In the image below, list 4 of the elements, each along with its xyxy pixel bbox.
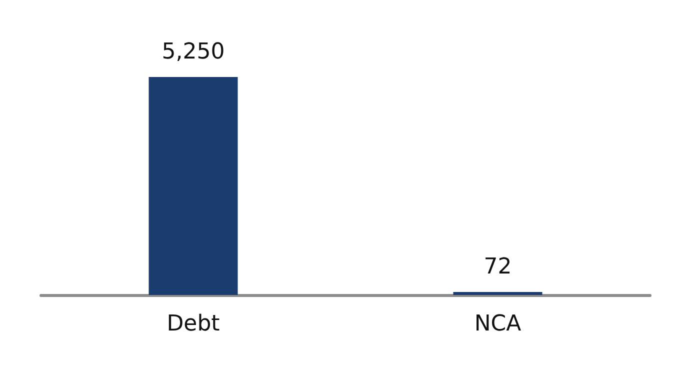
x-tick-label: Debt: [166, 312, 220, 336]
data-label: 72: [484, 254, 512, 280]
x-tick-label: NCA: [474, 312, 522, 336]
data-label: 5,250: [162, 40, 225, 64]
